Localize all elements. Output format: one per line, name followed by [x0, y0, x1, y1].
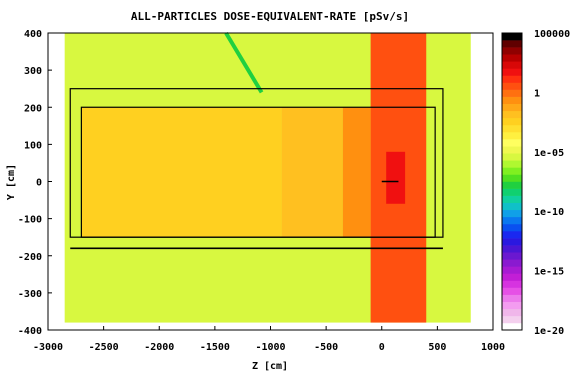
colorbar-swatch — [502, 110, 522, 119]
region-low-zone — [81, 107, 282, 238]
x-tick-label: -1500 — [200, 342, 230, 353]
region-core — [386, 151, 406, 204]
colorbar-swatch — [502, 61, 522, 69]
inner-box — [80, 106, 436, 238]
colorbar-swatch — [502, 245, 522, 253]
colorbar-swatch — [502, 75, 522, 83]
x-axis-label: Z [cm] — [252, 361, 288, 372]
colorbar-swatch — [502, 139, 522, 147]
colorbar-swatch — [502, 315, 522, 324]
region-mid-zone — [281, 107, 343, 238]
y-axis-ticks: 400 300 200 100 0 -100 -200 -300 -400 — [18, 29, 52, 337]
colorbar-swatch — [502, 153, 522, 161]
y-tick-label: 200 — [24, 103, 42, 114]
colorbar-swatch — [502, 301, 522, 310]
colorbar-tick-label: 1e-15 — [534, 267, 564, 278]
colorbar — [501, 32, 523, 331]
x-tick-label: -2500 — [89, 342, 119, 353]
y-tick-label: -400 — [18, 326, 42, 337]
colorbar-swatch — [502, 89, 522, 97]
cyan-streak — [224, 31, 264, 94]
colorbar-swatch — [502, 238, 522, 246]
y-tick-label: 400 — [24, 29, 42, 40]
plot-content — [48, 31, 493, 330]
colorbar-swatch — [502, 124, 522, 133]
colorbar-swatch — [502, 273, 522, 281]
colorbar-swatch — [502, 294, 522, 303]
colorbar-swatch — [502, 195, 522, 204]
colorbar-tick-label: 1e-20 — [534, 326, 564, 337]
colorbar-swatch — [502, 252, 522, 260]
colorbar-swatch — [502, 266, 522, 274]
colorbar-swatch — [502, 33, 522, 41]
colorbar-swatch — [502, 54, 522, 62]
y-tick-label: -200 — [18, 252, 42, 263]
y-tick-label: -100 — [18, 215, 42, 226]
colorbar-swatch — [502, 117, 522, 126]
colorbar-tick-label: 1 — [534, 88, 540, 99]
x-tick-label: 1000 — [481, 342, 505, 353]
colorbar-swatch — [502, 223, 522, 232]
colorbar-swatch — [502, 132, 522, 140]
y-tick-label: 100 — [24, 140, 42, 151]
colorbar-swatch — [502, 287, 522, 295]
colorbar-swatch — [502, 146, 522, 154]
colorbar-swatch — [502, 308, 522, 317]
colorbar-swatch — [502, 322, 522, 331]
colorbar-swatch — [502, 47, 522, 55]
colorbar-swatch — [502, 181, 522, 189]
colorbar-tick-label: 1e-10 — [534, 207, 564, 218]
colorbar-swatch — [502, 40, 522, 48]
region-high-zone — [342, 107, 371, 238]
colorbar-swatch — [502, 68, 522, 76]
colorbar-swatch — [502, 280, 522, 288]
colorbar-swatch — [502, 82, 522, 90]
colorbar-swatch — [502, 209, 522, 218]
x-tick-label: -1000 — [255, 342, 285, 353]
colorbar-swatch — [502, 103, 522, 112]
colorbar-tick-label: 100000 — [534, 29, 570, 40]
x-tick-label: -2000 — [144, 342, 174, 353]
chart-title: ALL-PARTICLES DOSE-EQUIVALENT-RATE [pSv/… — [131, 10, 409, 23]
colorbar-frame — [501, 32, 523, 331]
colorbar-swatch — [502, 96, 522, 105]
colorbar-swatch — [502, 202, 522, 211]
colorbar-swatch — [502, 167, 522, 175]
y-axis-label: Y [cm] — [6, 164, 17, 200]
x-axis-ticks: -3000 -2500 -2000 -1500 -1000 -500 0 500 1000 — [33, 326, 505, 353]
colorbar-swatch — [502, 188, 522, 196]
colorbar-ticks: 100000 1 1e-05 1e-10 1e-15 1e-20 — [534, 29, 570, 337]
x-tick-label: -3000 — [33, 342, 63, 353]
colorbar-tick-label: 1e-05 — [534, 148, 564, 159]
y-tick-label: 0 — [36, 178, 42, 189]
x-tick-label: 500 — [428, 342, 446, 353]
colorbar-swatch — [502, 259, 522, 267]
x-tick-label: 0 — [379, 342, 385, 353]
y-tick-label: -300 — [18, 289, 42, 300]
x-tick-label: -500 — [314, 342, 338, 353]
colorbar-swatch — [502, 174, 522, 182]
colorbar-swatch — [502, 160, 522, 168]
colorbar-swatch — [502, 231, 522, 239]
y-tick-label: 300 — [24, 66, 42, 77]
colorbar-swatch — [502, 216, 522, 225]
